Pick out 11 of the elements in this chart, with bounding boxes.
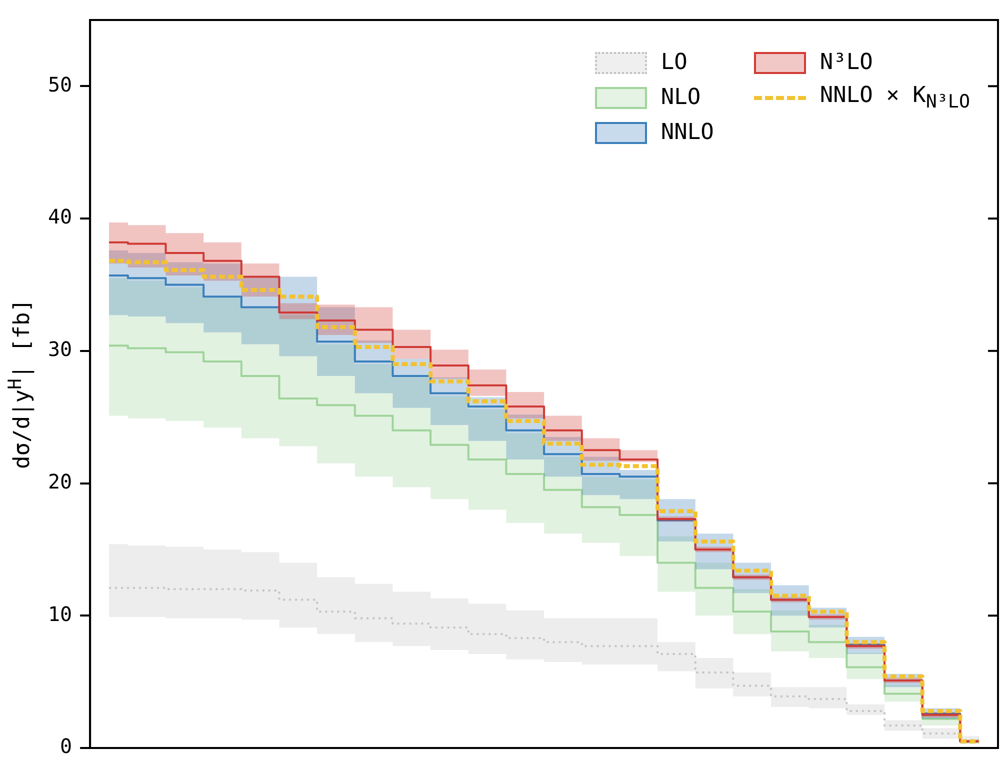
legend-label: NNLO: [660, 120, 714, 146]
legend-label: NNLO × K$_{N³LO}$: [820, 83, 970, 112]
y-tick-label: 10: [48, 602, 72, 626]
y-tick-label: 0: [60, 734, 72, 758]
legend-label: N³LO: [820, 50, 873, 75]
y-tick-label: 40: [48, 204, 72, 229]
y-tick-label: 20: [48, 469, 72, 494]
y-tick-label: 30: [48, 337, 72, 362]
y-tick-label: 50: [48, 72, 72, 96]
legend-label: NLO: [660, 85, 701, 110]
legend-label: LO: [660, 50, 688, 75]
